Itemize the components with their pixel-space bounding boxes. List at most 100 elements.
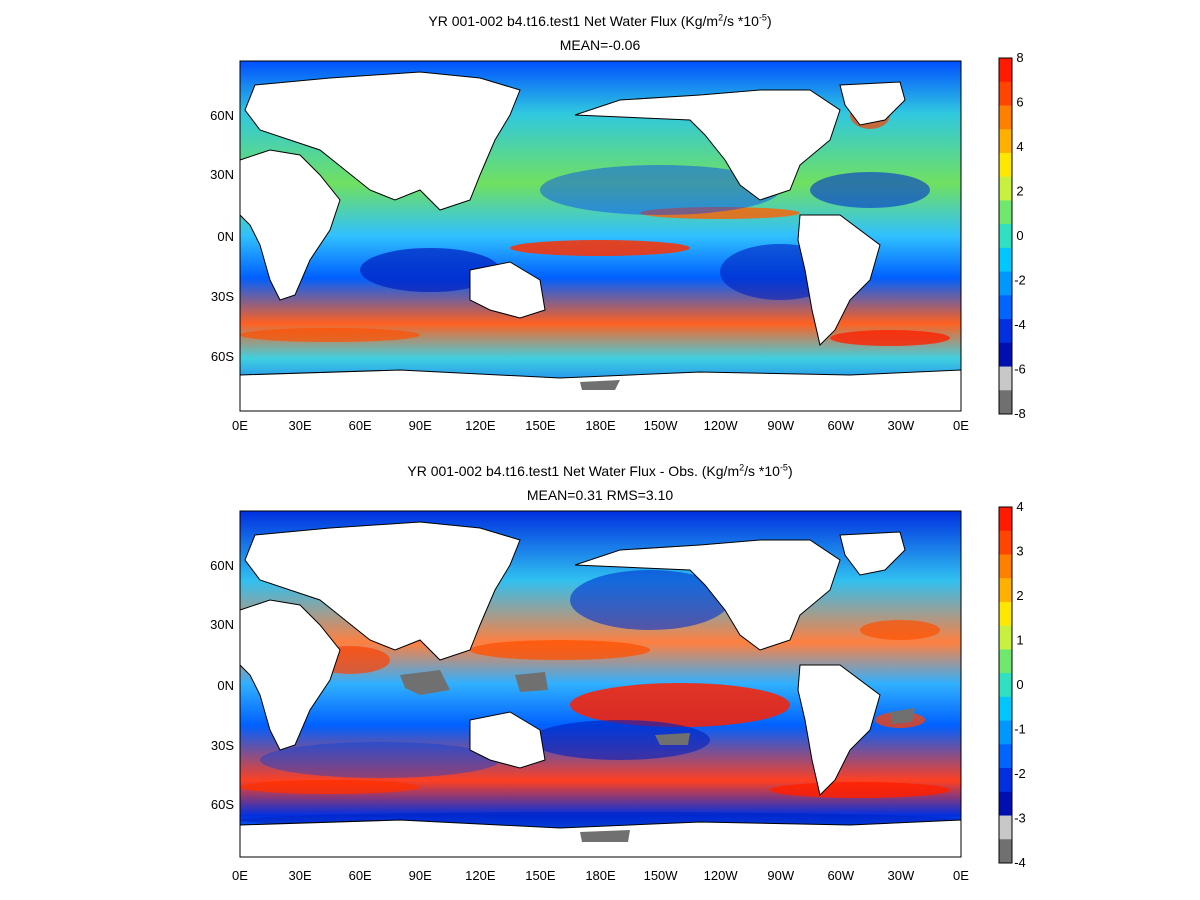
- bottom-lat-label: 60N: [210, 558, 234, 573]
- top-colorbar-tick: 4: [1016, 139, 1023, 154]
- top-lon-label: 120W: [704, 418, 739, 433]
- top-colorbar-tick: -8: [1014, 406, 1026, 421]
- bottom-colorbar-segment: [999, 720, 1012, 745]
- bottom-lon-label: 90E: [409, 868, 432, 883]
- top-lon-label: 150E: [525, 418, 556, 433]
- top-colorbar-segment: [999, 152, 1012, 178]
- bottom-colorbar-segment: [999, 601, 1012, 627]
- bottom-colorbar-segment: [999, 625, 1012, 650]
- top-lat-label: 60S: [211, 349, 234, 364]
- bottom-lon-label: 180E: [585, 868, 616, 883]
- top-eurasia: [244, 71, 521, 211]
- top-colorbar-tick: -2: [1014, 273, 1026, 288]
- top-colorbar-tick: 0: [1016, 228, 1023, 243]
- bottom-lat-label: 60S: [211, 797, 234, 812]
- top-colorbar-segment: [999, 271, 1012, 296]
- top-colorbar-segment: [999, 224, 1012, 249]
- top-lon-label: 60W: [827, 418, 854, 433]
- bottom-colorbar-tick: 2: [1016, 588, 1023, 603]
- top-colorbar-tick: -6: [1014, 362, 1026, 377]
- bottom-south-america: [797, 664, 881, 796]
- top-colorbar-segment: [999, 247, 1012, 273]
- top-lon-label: 180E: [585, 418, 616, 433]
- top-colorbar-tick: -4: [1014, 317, 1026, 332]
- bottom-lat-label: 0N: [217, 678, 234, 693]
- bottom-lon-label: 30E: [289, 868, 312, 883]
- top-lon-label: 0E: [232, 418, 248, 433]
- bottom-lon-label: 30W: [888, 868, 915, 883]
- bottom-australia: [469, 711, 546, 769]
- bottom-colorbar-tick: -3: [1014, 811, 1026, 826]
- bottom-lon-label: 150E: [525, 868, 556, 883]
- top-lon-label: 30W: [888, 418, 915, 433]
- top-colorbar-segment: [999, 390, 1012, 415]
- top-map: [239, 60, 962, 412]
- bottom-colorbar-segment: [999, 815, 1012, 840]
- bottom-colorbar-tick: 4: [1016, 499, 1023, 514]
- bottom-greenland: [839, 531, 906, 576]
- bottom-lon-label: 0E: [953, 868, 969, 883]
- bottom-lat-label: 30S: [211, 738, 234, 753]
- top-colorbar-segment: [999, 81, 1012, 106]
- bottom-colorbar: 4 3 2 1 0 -1 -2 -3 -4: [998, 499, 1026, 870]
- bottom-pacific-anomaly: [570, 683, 790, 727]
- top-lat-label: 30N: [210, 167, 234, 182]
- top-colorbar-segment: [999, 129, 1012, 154]
- bottom-colorbar-segment: [999, 554, 1012, 579]
- top-colorbar-tick: 8: [1016, 50, 1023, 65]
- top-colorbar-segment: [999, 342, 1012, 368]
- top-lon-labels: 0E 30E 60E 90E 120E 150E 180E 150W 120W 90W 60W 30W…: [232, 418, 969, 433]
- bottom-colorbar-tick: 1: [1016, 633, 1023, 648]
- bottom-colorbar-segment: [999, 768, 1012, 793]
- bottom-colorbar-tick: -2: [1014, 766, 1026, 781]
- bottom-colorbar-segment: [999, 507, 1012, 532]
- top-colorbar-frame: [998, 57, 1013, 415]
- top-colorbar-segment: [999, 105, 1012, 130]
- bottom-colorbar-segment: [999, 744, 1012, 769]
- top-antarctica: [239, 369, 962, 412]
- top-lat-label: 0N: [217, 229, 234, 244]
- top-lon-label: 90E: [409, 418, 432, 433]
- bottom-lon-label: 120E: [465, 868, 496, 883]
- bottom-panel-stats: MEAN=0.31 RMS=3.10: [526, 487, 674, 503]
- top-itcz-band: [510, 240, 690, 256]
- top-lon-label: 90W: [767, 418, 794, 433]
- top-north-america: [574, 89, 841, 201]
- top-lat-label: 30S: [211, 289, 234, 304]
- bottom-panel-title: YR 001-002 b4.t16.test1 Net Water Flux -…: [407, 462, 793, 479]
- bottom-north-america: [574, 539, 841, 651]
- top-lon-label: 0E: [953, 418, 969, 433]
- top-lon-label: 60E: [349, 418, 372, 433]
- bottom-lon-label: 60W: [827, 868, 854, 883]
- top-colorbar-segment: [999, 366, 1012, 391]
- bottom-map: [239, 510, 962, 858]
- top-colorbar-tick: 6: [1016, 95, 1023, 110]
- bottom-eurasia: [244, 521, 521, 661]
- bottom-lon-label: 90W: [767, 868, 794, 883]
- bottom-colorbar-frame: [998, 506, 1013, 864]
- bottom-lon-label: 0E: [232, 868, 248, 883]
- bottom-lon-label: 150W: [644, 868, 679, 883]
- bottom-colorbar-segment: [999, 578, 1012, 603]
- top-colorbar-tick: 2: [1016, 184, 1023, 199]
- top-africa: [239, 149, 341, 301]
- top-colorbar-segment: [999, 176, 1012, 201]
- bottom-lon-label: 60E: [349, 868, 372, 883]
- bottom-colorbar-tick: -1: [1014, 722, 1026, 737]
- top-lon-label: 30E: [289, 418, 312, 433]
- bottom-colorbar-segment: [999, 696, 1012, 722]
- bottom-colorbar-segment: [999, 673, 1012, 698]
- bottom-colorbar-tick: 0: [1016, 677, 1023, 692]
- top-lat-label: 60N: [210, 108, 234, 123]
- top-lon-label: 120E: [465, 418, 496, 433]
- top-map-frame: [239, 60, 962, 412]
- bottom-lat-label: 30N: [210, 617, 234, 632]
- bottom-colorbar-segment: [999, 839, 1012, 864]
- top-lon-label: 150W: [644, 418, 679, 433]
- top-colorbar-segment: [999, 58, 1012, 83]
- bottom-map-frame: [239, 510, 962, 858]
- top-greenland: [839, 81, 906, 126]
- top-south-america: [797, 214, 881, 346]
- top-colorbar-segment: [999, 319, 1012, 344]
